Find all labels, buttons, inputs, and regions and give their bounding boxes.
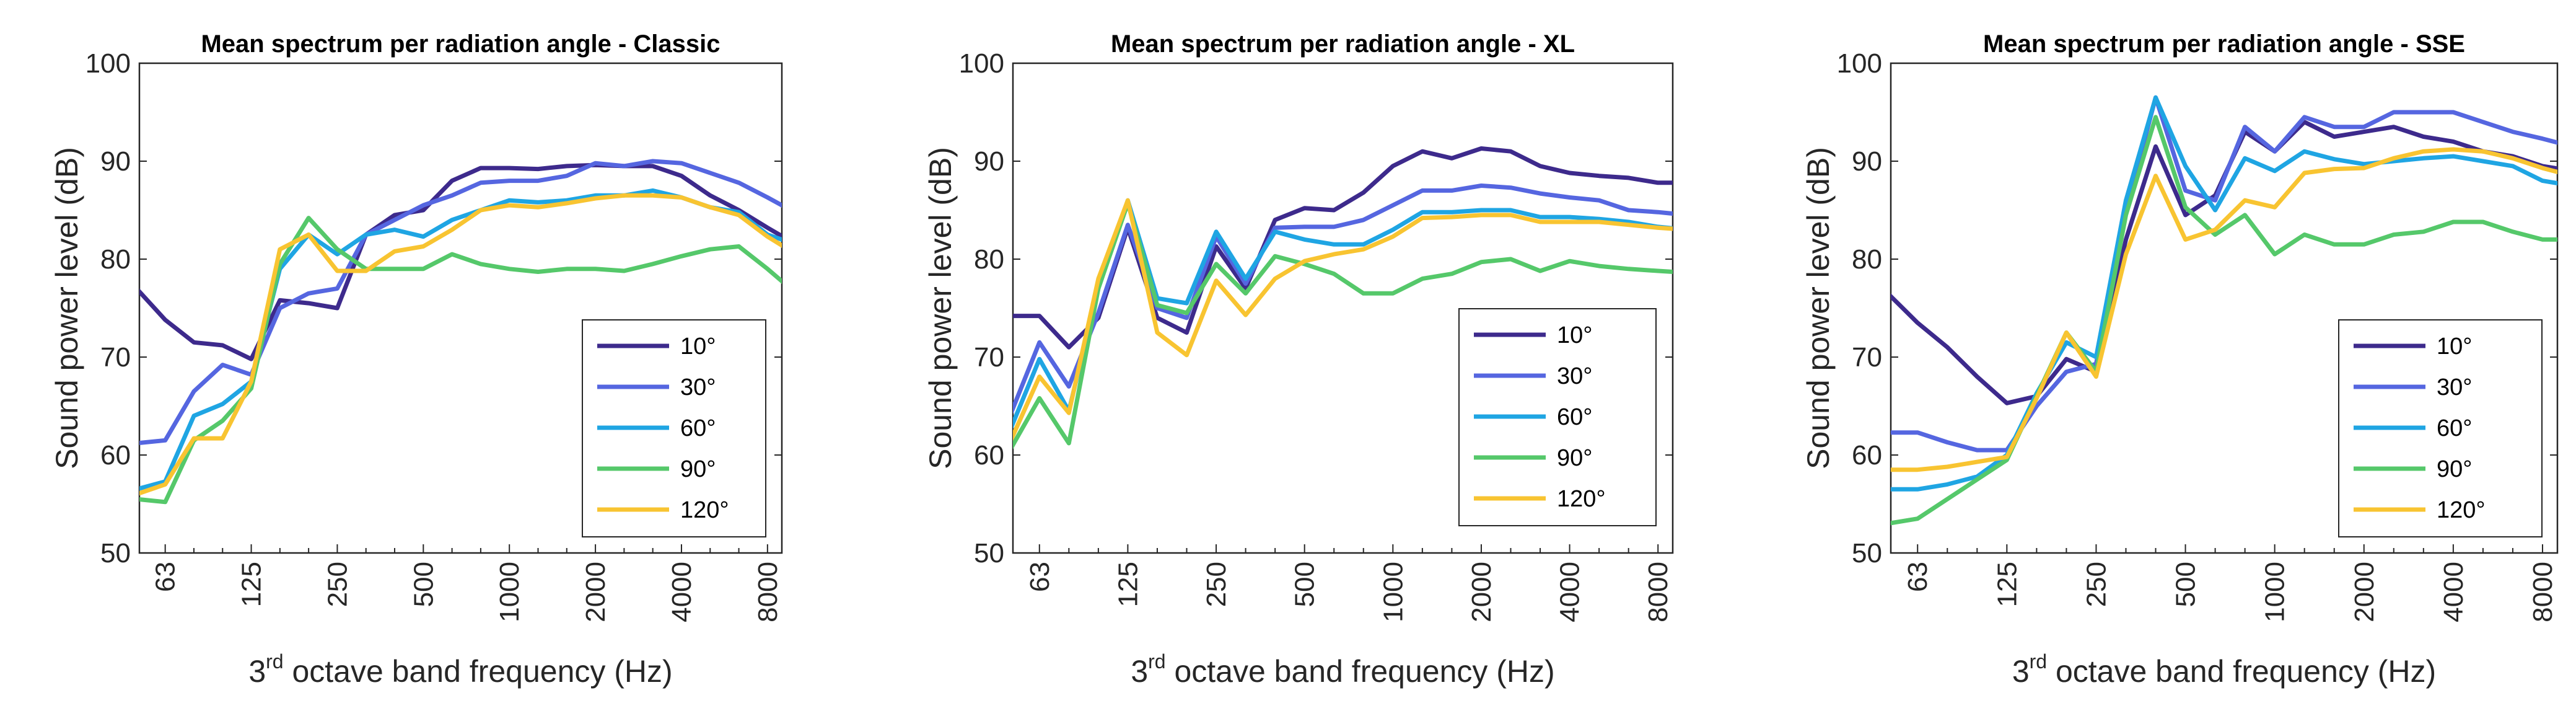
x-tick-label: 4000 xyxy=(1555,562,1585,622)
legend-label: 30° xyxy=(680,374,716,400)
x-tick-label: 4000 xyxy=(2438,562,2469,622)
x-tick-label: 8000 xyxy=(2528,562,2558,622)
y-tick-label: 100 xyxy=(959,48,1004,79)
x-axis-label-sup: rd xyxy=(2030,650,2047,673)
x-tick-label: 4000 xyxy=(667,562,697,622)
x-tick-label: 500 xyxy=(1290,562,1320,607)
x-axis-label-prefix: 3 xyxy=(248,654,266,689)
chart-title: Mean spectrum per radiation angle - SSE xyxy=(1983,30,2465,58)
y-tick-label: 100 xyxy=(1837,48,1882,79)
x-axis-label-sup: rd xyxy=(266,650,283,673)
x-axis-label-rest: octave band frequency (Hz) xyxy=(284,654,673,689)
x-tick-label: 500 xyxy=(2171,562,2201,607)
y-tick-label: 50 xyxy=(974,538,1004,568)
x-tick-label: 250 xyxy=(1201,562,1232,607)
series-line xyxy=(1891,147,2557,472)
y-tick-label: 70 xyxy=(1852,342,1882,373)
series-line xyxy=(139,193,782,496)
y-tick-label: 80 xyxy=(974,244,1004,275)
y-tick-label: 100 xyxy=(85,48,131,79)
x-tick-label: 8000 xyxy=(753,562,783,622)
chart-title: Mean spectrum per radiation angle - Clas… xyxy=(201,30,720,58)
x-axis-label: 3rd octave band frequency (Hz) xyxy=(1131,650,1554,689)
chart-panel: Mean spectrum per radiation angle - XL 50… xyxy=(923,30,1674,689)
chart-panel: Mean spectrum per radiation angle - SSE 5… xyxy=(1801,30,2559,689)
series-line xyxy=(1013,183,1673,415)
legend-label: 60° xyxy=(1557,404,1592,430)
legend-label: 30° xyxy=(1557,363,1592,389)
x-tick-label: 63 xyxy=(1025,562,1055,592)
series-line xyxy=(139,162,782,361)
x-tick-label: 1000 xyxy=(494,562,525,622)
x-axis-label-rest: octave band frequency (Hz) xyxy=(2047,654,2436,689)
chart-panel: Mean spectrum per radiation angle - Clas… xyxy=(50,30,783,689)
x-axis-label: 3rd octave band frequency (Hz) xyxy=(2012,650,2436,689)
y-tick-label: 60 xyxy=(1852,440,1882,471)
series-line xyxy=(1891,115,2557,526)
legend-label: 10° xyxy=(1557,322,1592,348)
x-tick-label: 1000 xyxy=(1378,562,1408,622)
y-tick-label: 80 xyxy=(1852,244,1882,275)
x-tick-label: 125 xyxy=(237,562,267,607)
series-line xyxy=(139,159,782,446)
x-tick-label: 63 xyxy=(151,562,181,592)
x-axis-label: 3rd octave band frequency (Hz) xyxy=(248,650,672,689)
x-axis-label-rest: octave band frequency (Hz) xyxy=(1166,654,1555,689)
x-tick-label: 250 xyxy=(322,562,353,607)
y-tick-label: 50 xyxy=(1852,538,1882,568)
legend-label: 60° xyxy=(680,415,716,441)
y-tick-label: 60 xyxy=(974,440,1004,471)
series-line xyxy=(1013,198,1673,441)
legend-label: 30° xyxy=(2437,374,2472,400)
series-line xyxy=(1891,95,2557,453)
x-tick-label: 125 xyxy=(1113,562,1143,607)
x-tick-label: 500 xyxy=(408,562,439,607)
y-axis-label: Sound power level (dB) xyxy=(1801,147,1836,469)
x-tick-label: 125 xyxy=(1992,562,2022,607)
legend-label: 10° xyxy=(2437,334,2472,360)
x-tick-label: 2000 xyxy=(580,562,611,622)
y-tick-label: 70 xyxy=(974,342,1004,373)
x-axis-label-prefix: 3 xyxy=(1131,654,1148,689)
y-axis-label: Sound power level (dB) xyxy=(50,147,84,469)
x-tick-label: 2000 xyxy=(2349,562,2380,622)
legend-label: 120° xyxy=(2437,497,2486,523)
y-tick-label: 80 xyxy=(100,244,131,275)
legend-label: 120° xyxy=(680,497,729,523)
legend-label: 60° xyxy=(2437,415,2472,441)
legend-label: 90° xyxy=(680,456,716,482)
y-tick-label: 90 xyxy=(100,146,131,177)
y-tick-label: 70 xyxy=(100,342,131,373)
legend-label: 90° xyxy=(2437,456,2472,482)
legend-label: 90° xyxy=(1557,445,1592,471)
x-axis-label-sup: rd xyxy=(1148,650,1165,673)
legend-label: 120° xyxy=(1557,486,1606,512)
x-tick-label: 2000 xyxy=(1466,562,1497,622)
x-tick-label: 250 xyxy=(2081,562,2111,607)
x-axis-label-prefix: 3 xyxy=(2012,654,2030,689)
x-tick-label: 63 xyxy=(1903,562,1933,592)
y-tick-label: 90 xyxy=(974,146,1004,177)
y-tick-label: 60 xyxy=(100,440,131,471)
x-tick-label: 8000 xyxy=(1643,562,1673,622)
y-tick-label: 90 xyxy=(1852,146,1882,177)
chart-title: Mean spectrum per radiation angle - XL xyxy=(1111,30,1575,58)
x-tick-label: 1000 xyxy=(2260,562,2290,622)
legend-label: 10° xyxy=(680,334,716,360)
y-tick-label: 50 xyxy=(100,538,131,568)
y-axis-label: Sound power level (dB) xyxy=(923,147,958,469)
